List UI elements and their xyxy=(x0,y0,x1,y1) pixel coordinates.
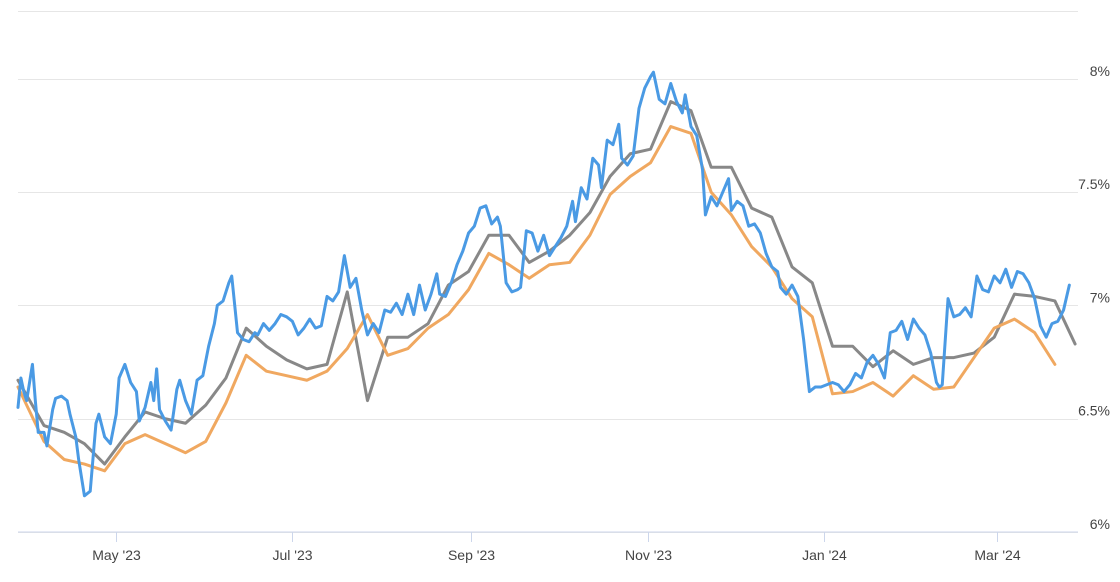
y-tick-label: 8% xyxy=(1090,63,1110,79)
x-tick-label: Sep '23 xyxy=(448,547,495,563)
series-line-1 xyxy=(16,125,1057,473)
x-axis-labels: May '23 Jul '23 Sep '23 Nov '23 Jan '24 Mar '… xyxy=(92,532,1021,563)
series-line-2 xyxy=(16,100,1077,466)
grid-lines xyxy=(18,11,1078,533)
series-layer xyxy=(16,70,1077,498)
x-tick-label: Mar '24 xyxy=(974,547,1020,563)
y-tick-label: 6% xyxy=(1090,516,1110,532)
x-tick-label: Nov '23 xyxy=(625,547,672,563)
y-tick-label: 7.5% xyxy=(1078,176,1110,192)
y-axis-labels: 6% 6.5% 7% 7.5% 8% xyxy=(1078,63,1110,532)
y-tick-label: 7% xyxy=(1090,289,1110,305)
x-tick-label: May '23 xyxy=(92,547,141,563)
series-line-0 xyxy=(16,70,1071,498)
x-tick-label: Jan '24 xyxy=(802,547,847,563)
y-tick-label: 6.5% xyxy=(1078,403,1110,419)
x-tick-label: Jul '23 xyxy=(272,547,312,563)
